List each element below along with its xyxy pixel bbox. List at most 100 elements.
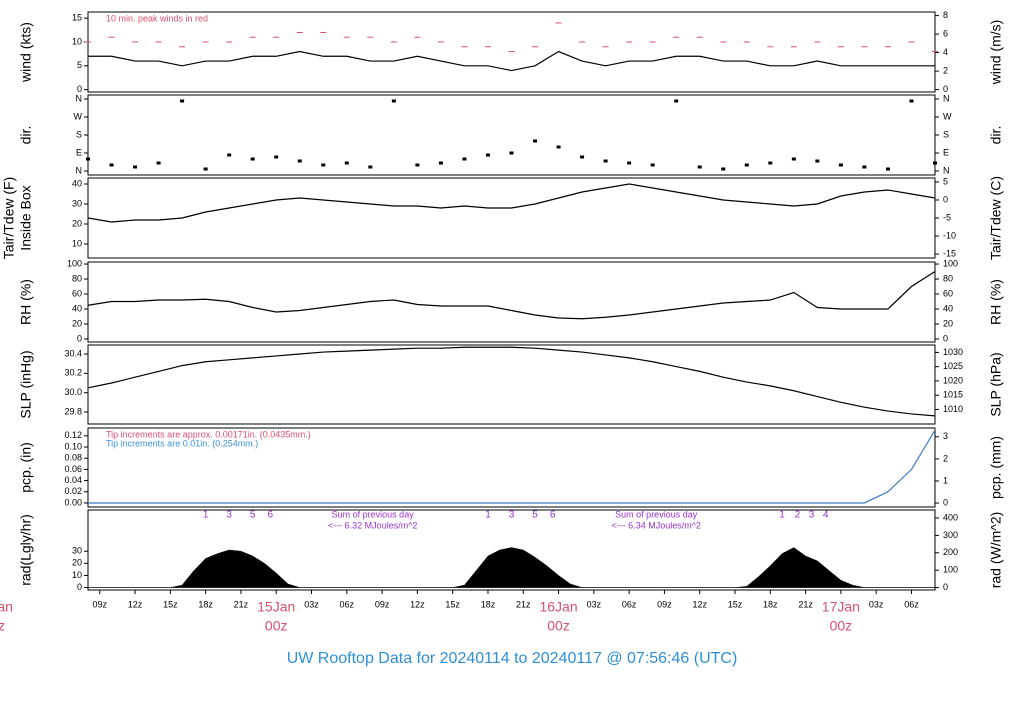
dir-point (627, 161, 632, 165)
dir-point (109, 163, 114, 167)
y2-tick-label: 1 (943, 475, 948, 485)
annotation: 10 min. peak winds in red (106, 13, 208, 23)
x-tick-label: 06z (622, 599, 637, 609)
dir-point (274, 155, 279, 159)
y-tick-label: N (76, 165, 83, 175)
x-tick-label: 06z (340, 599, 355, 609)
y2-tick-label: 4 (943, 47, 948, 57)
dir-point (650, 163, 655, 167)
hour-marker: 5 (532, 510, 538, 521)
x-tick-label: 21z (798, 599, 813, 609)
y2-axis-title: Tair/Tdew (C) (988, 176, 1004, 260)
y-tick-label: 20 (72, 218, 82, 228)
dir-point (721, 167, 726, 171)
y-axis-title: Inside Box (18, 185, 34, 250)
y2-tick-label: -10 (943, 230, 956, 240)
dir-point (368, 165, 373, 169)
y-tick-label: W (74, 111, 83, 121)
dir-point (580, 155, 585, 159)
y2-tick-label: 2 (943, 453, 948, 463)
dir-point (556, 145, 561, 149)
y2-tick-label: N (943, 165, 950, 175)
y-tick-label: 10 (72, 238, 82, 248)
y-tick-label: N (76, 93, 83, 103)
dir-point (674, 99, 679, 103)
y2-tick-label: 100 (943, 565, 958, 575)
y-tick-label: 30 (72, 546, 82, 556)
y-tick-label: 0.06 (64, 464, 82, 474)
y2-axis-title: SLP (hPa) (988, 352, 1004, 416)
date-time-label: 00z (0, 618, 5, 634)
y-tick-label: 0.10 (64, 441, 82, 451)
y2-tick-label: 400 (943, 512, 958, 522)
y2-tick-label: 0 (943, 84, 948, 94)
date-label: 17Jan (822, 599, 860, 615)
y2-tick-label: W (943, 111, 952, 121)
x-tick-label: 03z (869, 599, 884, 609)
date-time-label: 00z (547, 618, 570, 634)
dir-point (415, 163, 420, 167)
y-tick-label: 0 (77, 84, 82, 94)
y2-tick-label: 6 (943, 28, 948, 38)
series-line (87, 271, 936, 320)
y-tick-label: 80 (72, 273, 82, 283)
dir-point (885, 167, 890, 171)
dir-point (909, 99, 914, 103)
panel-frame (87, 509, 936, 591)
y-tick-label: 10 (72, 570, 82, 580)
y-tick-label: 30.2 (64, 368, 82, 378)
dir-point (815, 159, 820, 163)
hour-marker: 1 (485, 510, 491, 521)
x-tick-label: 21z (516, 599, 531, 609)
y-axis-title: dir. (18, 126, 34, 145)
hour-marker: 6 (550, 510, 556, 521)
x-tick-label: 12z (128, 599, 143, 609)
hour-marker: 3 (809, 510, 815, 521)
y-tick-label: E (76, 147, 82, 157)
x-tick-label: 21z (234, 599, 249, 609)
sum-label: Sum of previous day (615, 509, 698, 519)
y-tick-label: 20 (72, 558, 82, 568)
y-tick-label: 0.00 (64, 497, 82, 507)
dir-point (462, 157, 467, 161)
chart-title: UW Rooftop Data for 20240114 to 20240117… (287, 650, 738, 667)
y-tick-label: 30.4 (64, 348, 82, 358)
dir-point (250, 157, 255, 161)
x-tick-label: 15z (445, 599, 460, 609)
y-tick-label: 100 (67, 258, 82, 268)
dir-point (438, 161, 443, 165)
hour-marker: 3 (509, 510, 515, 521)
y2-tick-label: 0 (943, 194, 948, 204)
dir-point (227, 153, 232, 157)
series-line (87, 183, 936, 223)
dir-point (156, 161, 161, 165)
y2-tick-label: 300 (943, 530, 958, 540)
y-tick-label: 10 (72, 36, 82, 46)
date-label: 14Jan (0, 599, 13, 615)
y-tick-label: 40 (72, 303, 82, 313)
y2-tick-label: 0 (943, 497, 948, 507)
dir-point (86, 157, 90, 161)
panel-frame (87, 344, 936, 425)
y2-axis-title: pcp. (mm) (988, 436, 1004, 499)
y-tick-label: 0.12 (64, 430, 82, 440)
series-line (87, 346, 936, 417)
y-tick-label: 15 (72, 13, 82, 23)
x-tick-label: 09z (657, 599, 672, 609)
y-tick-label: S (76, 129, 82, 139)
y-axis-title: pcp. (in) (18, 442, 34, 493)
dir-point (321, 163, 326, 167)
x-tick-label: 12z (692, 599, 707, 609)
y2-tick-label: 0 (943, 333, 948, 343)
y2-tick-label: S (943, 129, 949, 139)
sum-label: Sum of previous day (332, 509, 415, 519)
y2-tick-label: 100 (943, 258, 958, 268)
y2-axis-title: rad (W/m^2) (988, 512, 1004, 589)
x-tick-label: 03z (587, 599, 602, 609)
sum-value: <--- 6.32 MJoules/m^2 (328, 520, 418, 530)
y2-tick-label: 60 (943, 288, 953, 298)
annotation: Tip increments are approx. 0.00171in. (0… (106, 429, 311, 439)
panel-frame (87, 261, 936, 343)
dir-point (697, 165, 702, 169)
